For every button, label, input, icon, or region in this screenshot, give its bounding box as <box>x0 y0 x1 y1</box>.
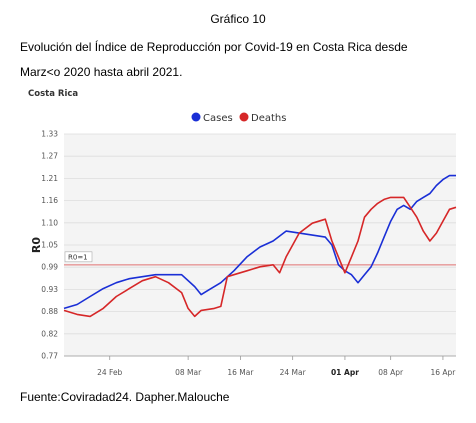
reference-line-label: R0=1 <box>68 253 88 261</box>
y-tick-label: 1.10 <box>41 218 58 227</box>
y-tick-label: 1.27 <box>41 152 58 161</box>
source-note: Fuente:Coviradad24. Dapher.Malouche <box>20 390 230 404</box>
y-tick-label: 1.05 <box>41 241 58 250</box>
legend-marker-deaths <box>239 112 249 122</box>
figure-caption-line-2: Marz<o 2020 hasta abril 2021. <box>20 65 183 79</box>
y-tick-label: 1.21 <box>41 174 58 183</box>
legend-label-deaths: Deaths <box>251 113 286 124</box>
y-axis-label: R0 <box>30 237 43 253</box>
x-tick-label: 16 Apr <box>430 368 456 377</box>
reference-label-box <box>64 251 93 263</box>
x-tick-label: 08 Mar <box>175 368 202 377</box>
figure-number: Gráfico 10 <box>210 12 266 26</box>
y-tick-label: 0.88 <box>41 307 58 316</box>
x-tick-label: 16 Mar <box>227 368 254 377</box>
legend-marker-cases <box>191 112 201 122</box>
x-tick-label: 08 Apr <box>378 368 404 377</box>
y-tick-label: 0.93 <box>41 285 58 294</box>
legend-label-cases: Cases <box>203 113 233 124</box>
y-tick-label: 0.77 <box>41 352 58 361</box>
x-tick-label: 24 Feb <box>97 368 122 377</box>
series-line-deaths <box>63 196 457 318</box>
y-tick-label: 0.99 <box>41 263 58 272</box>
y-tick-label: 0.82 <box>41 329 58 338</box>
figure-caption-line-1: Evolución del Índice de Reproducción por… <box>20 40 408 54</box>
x-tick-label: 24 Mar <box>280 368 307 377</box>
chart-title: Costa Rica <box>28 89 78 99</box>
x-tick-label: 01 Apr <box>331 368 359 377</box>
y-tick-label: 1.33 <box>41 130 58 139</box>
y-tick-label: 1.16 <box>41 196 58 205</box>
